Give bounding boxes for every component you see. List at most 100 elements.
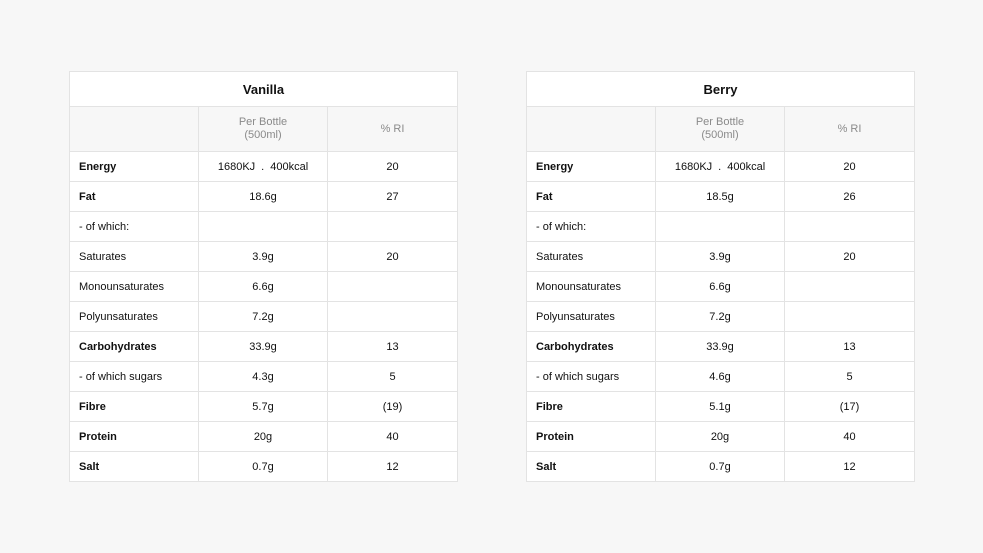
row-label: - of which: xyxy=(69,211,199,242)
row-label: Fibre xyxy=(526,391,656,422)
row-value: 4.3g xyxy=(198,361,328,392)
column-header-row: Per Bottle (500ml) % RI xyxy=(69,106,459,152)
row-value: 0.7g xyxy=(655,451,785,482)
row-ri xyxy=(326,301,459,332)
table-row-of-which: - of which: xyxy=(526,211,915,242)
table-row-sugars: - of which sugars 4.3g 5 xyxy=(69,361,459,392)
row-label: Monounsaturates xyxy=(69,271,199,302)
table-row-carbohydrates: Carbohydrates 33.9g 13 xyxy=(526,331,915,362)
row-ri xyxy=(784,301,915,332)
row-value: 7.2g xyxy=(655,301,785,332)
energy-kj: 1680KJ xyxy=(674,160,713,173)
row-value xyxy=(655,211,785,242)
row-label: Energy xyxy=(69,151,199,182)
energy-separator: . xyxy=(261,160,265,173)
table-row-energy: Energy 1680KJ. 400kcal 20 xyxy=(69,151,459,182)
row-ri: 27 xyxy=(326,181,459,212)
table-title: Vanilla xyxy=(68,71,459,107)
row-value: 1680KJ. 400kcal xyxy=(198,151,328,182)
header-ri: % RI xyxy=(784,106,915,152)
table-row-protein: Protein 20g 40 xyxy=(526,421,915,452)
row-label: Fibre xyxy=(69,391,199,422)
row-value: 33.9g xyxy=(655,331,785,362)
row-value: 5.7g xyxy=(198,391,328,422)
row-ri: 26 xyxy=(784,181,915,212)
row-label: Protein xyxy=(526,421,656,452)
header-empty-cell xyxy=(69,106,199,152)
table-row-fat: Fat 18.5g 26 xyxy=(526,181,915,212)
row-label: - of which: xyxy=(526,211,656,242)
row-ri: 13 xyxy=(326,331,459,362)
row-ri xyxy=(784,271,915,302)
row-ri: (19) xyxy=(326,391,459,422)
header-per-bottle-line1: Per Bottle xyxy=(238,116,288,128)
row-value: 18.5g xyxy=(655,181,785,212)
row-ri: 20 xyxy=(784,151,915,182)
row-ri: 20 xyxy=(784,241,915,272)
row-label: Saturates xyxy=(69,241,199,272)
row-ri: 5 xyxy=(784,361,915,392)
table-row-monounsaturates: Monounsaturates 6.6g xyxy=(69,271,459,302)
table-row-fibre: Fibre 5.7g (19) xyxy=(69,391,459,422)
table-row-polyunsaturates: Polyunsaturates 7.2g xyxy=(526,301,915,332)
header-per-bottle-line2: (500ml) xyxy=(701,129,739,141)
row-value: 6.6g xyxy=(198,271,328,302)
energy-kcal: 400kcal xyxy=(270,160,309,173)
row-label: Salt xyxy=(69,451,199,482)
row-label: - of which sugars xyxy=(526,361,656,392)
row-value: 1680KJ. 400kcal xyxy=(655,151,785,182)
header-per-bottle: Per Bottle (500ml) xyxy=(198,106,328,152)
row-ri xyxy=(784,211,915,242)
row-ri: 12 xyxy=(326,451,459,482)
table-row-protein: Protein 20g 40 xyxy=(69,421,459,452)
row-label: Polyunsaturates xyxy=(69,301,199,332)
table-title-row: Berry xyxy=(526,71,915,107)
row-ri: 40 xyxy=(784,421,915,452)
row-label: Polyunsaturates xyxy=(526,301,656,332)
table-row-saturates: Saturates 3.9g 20 xyxy=(526,241,915,272)
nutrition-table: Berry Per Bottle (500ml) % RI Energy 168… xyxy=(526,71,915,482)
row-label: Carbohydrates xyxy=(526,331,656,362)
row-value: 4.6g xyxy=(655,361,785,392)
energy-kcal: 400kcal xyxy=(727,160,766,173)
row-ri: 20 xyxy=(326,151,459,182)
row-value: 20g xyxy=(655,421,785,452)
row-ri xyxy=(326,271,459,302)
table-row-salt: Salt 0.7g 12 xyxy=(526,451,915,482)
table-row-energy: Energy 1680KJ. 400kcal 20 xyxy=(526,151,915,182)
row-label: Fat xyxy=(526,181,656,212)
row-ri xyxy=(326,211,459,242)
header-empty-cell xyxy=(526,106,656,152)
row-ri: 5 xyxy=(326,361,459,392)
table-row-salt: Salt 0.7g 12 xyxy=(69,451,459,482)
row-value: 18.6g xyxy=(198,181,328,212)
row-label: Carbohydrates xyxy=(69,331,199,362)
row-value: 3.9g xyxy=(655,241,785,272)
row-label: Energy xyxy=(526,151,656,182)
nutrition-panel-berry: Berry Per Bottle (500ml) % RI Energy 168… xyxy=(526,71,915,482)
row-label: Salt xyxy=(526,451,656,482)
row-value: 7.2g xyxy=(198,301,328,332)
row-ri: 20 xyxy=(326,241,459,272)
row-label: Saturates xyxy=(526,241,656,272)
nutrition-table: Vanilla Per Bottle (500ml) % RI Energy 1… xyxy=(68,71,459,482)
table-row-of-which: - of which: xyxy=(69,211,459,242)
row-ri: 13 xyxy=(784,331,915,362)
table-row-saturates: Saturates 3.9g 20 xyxy=(69,241,459,272)
row-ri: (17) xyxy=(784,391,915,422)
row-value: 5.1g xyxy=(655,391,785,422)
table-title: Berry xyxy=(526,71,915,107)
table-row-carbohydrates: Carbohydrates 33.9g 13 xyxy=(69,331,459,362)
table-row-polyunsaturates: Polyunsaturates 7.2g xyxy=(69,301,459,332)
table-row-fat: Fat 18.6g 27 xyxy=(69,181,459,212)
row-value: 0.7g xyxy=(198,451,328,482)
energy-separator: . xyxy=(718,160,722,173)
header-ri: % RI xyxy=(326,106,459,152)
row-value: 6.6g xyxy=(655,271,785,302)
row-label: Monounsaturates xyxy=(526,271,656,302)
row-ri: 12 xyxy=(784,451,915,482)
row-label: Fat xyxy=(69,181,199,212)
row-value: 33.9g xyxy=(198,331,328,362)
header-per-bottle: Per Bottle (500ml) xyxy=(655,106,785,152)
table-row-monounsaturates: Monounsaturates 6.6g xyxy=(526,271,915,302)
